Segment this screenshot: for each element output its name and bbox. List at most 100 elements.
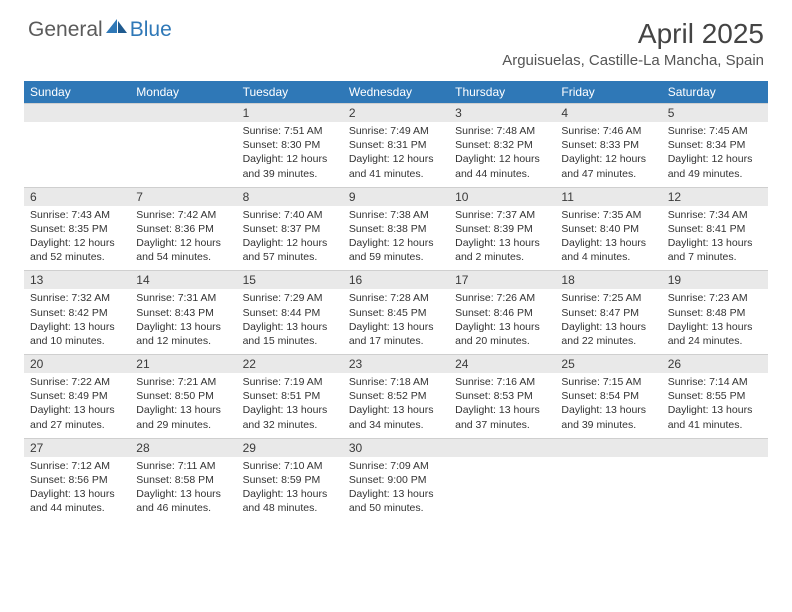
dl1-text: Daylight: 13 hours: [243, 403, 337, 417]
day-content-row: Sunrise: 7:43 AMSunset: 8:35 PMDaylight:…: [24, 206, 768, 271]
day-cell: Sunrise: 7:51 AMSunset: 8:30 PMDaylight:…: [237, 122, 343, 187]
dl2-text: and 41 minutes.: [668, 418, 762, 432]
sunset-text: Sunset: 8:37 PM: [243, 222, 337, 236]
title-block: April 2025 Arguisuelas, Castille-La Manc…: [502, 18, 764, 69]
day-cell: Sunrise: 7:46 AMSunset: 8:33 PMDaylight:…: [555, 122, 661, 187]
day-number: 9: [343, 187, 449, 206]
day-cell: [662, 457, 768, 522]
sunset-text: Sunset: 8:38 PM: [349, 222, 443, 236]
dl2-text: and 39 minutes.: [243, 167, 337, 181]
sunrise-text: Sunrise: 7:15 AM: [561, 375, 655, 389]
day-number-row: 13141516171819: [24, 271, 768, 290]
day-number: 20: [24, 355, 130, 374]
sunset-text: Sunset: 8:42 PM: [30, 306, 124, 320]
sunset-text: Sunset: 8:49 PM: [30, 389, 124, 403]
dl1-text: Daylight: 13 hours: [136, 320, 230, 334]
sunrise-text: Sunrise: 7:40 AM: [243, 208, 337, 222]
sunset-text: Sunset: 8:53 PM: [455, 389, 549, 403]
day-cell: Sunrise: 7:35 AMSunset: 8:40 PMDaylight:…: [555, 206, 661, 271]
day-number: 3: [449, 104, 555, 123]
day-cell: Sunrise: 7:14 AMSunset: 8:55 PMDaylight:…: [662, 373, 768, 438]
sunrise-text: Sunrise: 7:23 AM: [668, 291, 762, 305]
day-number: 4: [555, 104, 661, 123]
dl2-text: and 20 minutes.: [455, 334, 549, 348]
day-cell: Sunrise: 7:38 AMSunset: 8:38 PMDaylight:…: [343, 206, 449, 271]
dl1-text: Daylight: 13 hours: [30, 487, 124, 501]
day-cell: Sunrise: 7:12 AMSunset: 8:56 PMDaylight:…: [24, 457, 130, 522]
sunrise-text: Sunrise: 7:35 AM: [561, 208, 655, 222]
dl2-text: and 29 minutes.: [136, 418, 230, 432]
sunrise-text: Sunrise: 7:26 AM: [455, 291, 549, 305]
day-cell: Sunrise: 7:42 AMSunset: 8:36 PMDaylight:…: [130, 206, 236, 271]
day-cell: Sunrise: 7:11 AMSunset: 8:58 PMDaylight:…: [130, 457, 236, 522]
sunset-text: Sunset: 8:45 PM: [349, 306, 443, 320]
sunset-text: Sunset: 8:51 PM: [243, 389, 337, 403]
dl2-text: and 2 minutes.: [455, 250, 549, 264]
sunrise-text: Sunrise: 7:28 AM: [349, 291, 443, 305]
sunset-text: Sunset: 8:55 PM: [668, 389, 762, 403]
day-cell: Sunrise: 7:32 AMSunset: 8:42 PMDaylight:…: [24, 289, 130, 354]
day-number: [662, 438, 768, 457]
day-cell: Sunrise: 7:48 AMSunset: 8:32 PMDaylight:…: [449, 122, 555, 187]
day-cell: Sunrise: 7:28 AMSunset: 8:45 PMDaylight:…: [343, 289, 449, 354]
dl2-text: and 41 minutes.: [349, 167, 443, 181]
dl2-text: and 27 minutes.: [30, 418, 124, 432]
brand-sail-icon: [106, 17, 128, 40]
dl1-text: Daylight: 13 hours: [668, 236, 762, 250]
day-cell: Sunrise: 7:29 AMSunset: 8:44 PMDaylight:…: [237, 289, 343, 354]
day-number: 23: [343, 355, 449, 374]
day-cell: [449, 457, 555, 522]
sunset-text: Sunset: 8:36 PM: [136, 222, 230, 236]
dl2-text: and 4 minutes.: [561, 250, 655, 264]
day-number: 17: [449, 271, 555, 290]
day-cell: [130, 122, 236, 187]
day-number: 13: [24, 271, 130, 290]
day-cell: Sunrise: 7:40 AMSunset: 8:37 PMDaylight:…: [237, 206, 343, 271]
sunrise-text: Sunrise: 7:32 AM: [30, 291, 124, 305]
sunset-text: Sunset: 8:39 PM: [455, 222, 549, 236]
dl1-text: Daylight: 13 hours: [561, 320, 655, 334]
sunset-text: Sunset: 8:34 PM: [668, 138, 762, 152]
sunrise-text: Sunrise: 7:34 AM: [668, 208, 762, 222]
day-cell: Sunrise: 7:37 AMSunset: 8:39 PMDaylight:…: [449, 206, 555, 271]
dl1-text: Daylight: 13 hours: [561, 403, 655, 417]
dl2-text: and 12 minutes.: [136, 334, 230, 348]
brand-logo: General Blue: [28, 18, 172, 42]
sunrise-text: Sunrise: 7:43 AM: [30, 208, 124, 222]
sunrise-text: Sunrise: 7:16 AM: [455, 375, 549, 389]
dl2-text: and 47 minutes.: [561, 167, 655, 181]
day-header: Saturday: [662, 81, 768, 104]
dl1-text: Daylight: 13 hours: [136, 487, 230, 501]
sunrise-text: Sunrise: 7:45 AM: [668, 124, 762, 138]
day-header: Tuesday: [237, 81, 343, 104]
dl2-text: and 50 minutes.: [349, 501, 443, 515]
sunrise-text: Sunrise: 7:42 AM: [136, 208, 230, 222]
dl1-text: Daylight: 12 hours: [243, 236, 337, 250]
sunrise-text: Sunrise: 7:25 AM: [561, 291, 655, 305]
day-number: 18: [555, 271, 661, 290]
sunset-text: Sunset: 8:43 PM: [136, 306, 230, 320]
day-cell: Sunrise: 7:43 AMSunset: 8:35 PMDaylight:…: [24, 206, 130, 271]
day-number: 29: [237, 438, 343, 457]
dl1-text: Daylight: 13 hours: [349, 487, 443, 501]
dl2-text: and 52 minutes.: [30, 250, 124, 264]
day-header: Thursday: [449, 81, 555, 104]
sunset-text: Sunset: 8:46 PM: [455, 306, 549, 320]
dl2-text: and 39 minutes.: [561, 418, 655, 432]
dl1-text: Daylight: 13 hours: [30, 320, 124, 334]
sunrise-text: Sunrise: 7:12 AM: [30, 459, 124, 473]
dl2-text: and 24 minutes.: [668, 334, 762, 348]
day-number: 12: [662, 187, 768, 206]
sunrise-text: Sunrise: 7:09 AM: [349, 459, 443, 473]
sunset-text: Sunset: 8:44 PM: [243, 306, 337, 320]
day-number: [130, 104, 236, 123]
dl1-text: Daylight: 12 hours: [30, 236, 124, 250]
dl2-text: and 7 minutes.: [668, 250, 762, 264]
sunrise-text: Sunrise: 7:19 AM: [243, 375, 337, 389]
day-cell: Sunrise: 7:15 AMSunset: 8:54 PMDaylight:…: [555, 373, 661, 438]
day-cell: [24, 122, 130, 187]
sunrise-text: Sunrise: 7:10 AM: [243, 459, 337, 473]
sunrise-text: Sunrise: 7:18 AM: [349, 375, 443, 389]
dl1-text: Daylight: 13 hours: [136, 403, 230, 417]
dl2-text: and 34 minutes.: [349, 418, 443, 432]
